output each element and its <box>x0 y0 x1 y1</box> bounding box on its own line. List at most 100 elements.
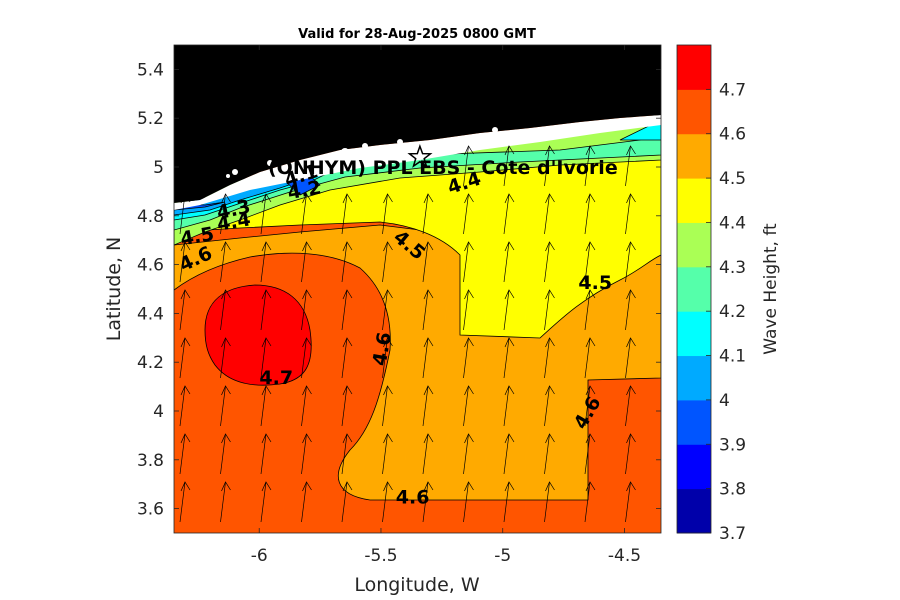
x-tick-label: -5.5 <box>364 546 397 566</box>
x-tick-label: -6 <box>251 546 268 566</box>
wave-arrow <box>341 385 348 427</box>
y-axis-label: Latitude, N <box>103 237 125 342</box>
wave-arrow <box>382 481 388 523</box>
colorbar-tick-label: 4.4 <box>719 213 746 233</box>
colorbar-band <box>677 133 711 179</box>
wave-arrow-head <box>342 481 353 492</box>
wave-arrow-head <box>383 337 393 348</box>
wave-arrow <box>220 385 226 427</box>
wave-arrow <box>260 193 267 235</box>
wave-arrow <box>463 481 469 523</box>
y-tick-label: 5.4 <box>137 60 164 80</box>
wave-arrow <box>422 481 429 523</box>
wave-arrow <box>503 481 510 523</box>
wave-arrow-head <box>504 289 515 300</box>
wave-arrow-head <box>464 337 474 348</box>
wave-arrow-head <box>383 241 393 252</box>
wave-arrow-head <box>585 289 596 300</box>
wave-arrow <box>584 241 591 283</box>
wave-arrow-head <box>261 433 272 444</box>
colorbar-tick-label: 4.5 <box>719 169 746 189</box>
wave-arrow-head <box>261 337 272 348</box>
wave-arrow <box>260 385 267 427</box>
wave-arrow-head <box>261 385 272 396</box>
wave-arrow-head <box>221 481 231 492</box>
wave-arrow <box>179 241 186 283</box>
wave-arrow <box>301 193 307 235</box>
wave-arrow <box>584 337 591 379</box>
wave-arrow-head <box>667 290 676 299</box>
coastline <box>174 115 661 210</box>
wave-arrow <box>666 482 671 522</box>
site-label: (ONHYM) PPL EBS - Cote d'Ivorie <box>268 157 618 179</box>
wave-arrow <box>260 241 267 283</box>
wave-arrow <box>544 481 550 523</box>
wave-arrow-head <box>585 385 596 396</box>
colorbar-tick-label: 3.7 <box>719 524 746 544</box>
colorbar-tick-label: 4 <box>719 391 730 411</box>
contour-label: 4.5 <box>578 272 612 294</box>
wave-arrow-head <box>302 193 312 204</box>
plot-frame <box>173 44 662 534</box>
wave-arrow <box>179 193 186 235</box>
colorbar-tick-label: 4.1 <box>719 347 746 367</box>
wave-arrow-head <box>261 241 272 252</box>
wave-arrow-head <box>626 289 636 300</box>
wave-arrow <box>503 289 510 331</box>
colorbar-band <box>677 444 711 490</box>
wave-arrow-head <box>383 289 393 300</box>
colorbar-band <box>677 266 711 312</box>
wave-arrow-head <box>626 385 636 396</box>
wave-arrow-head <box>302 481 312 492</box>
wave-arrow-head <box>383 481 393 492</box>
contour-label: 4.7 <box>259 367 293 389</box>
wave-arrow <box>463 385 469 427</box>
wave-arrow-head <box>423 289 434 300</box>
wave-arrow-head <box>585 145 596 156</box>
colorbar-band <box>677 311 711 357</box>
wave-arrow-head <box>221 337 231 348</box>
wave-arrow <box>179 337 186 379</box>
wave-arrow <box>625 241 631 283</box>
wave-arrow-head <box>626 193 636 204</box>
wave-arrow-head <box>180 433 191 444</box>
wave-arrow-head <box>302 385 312 396</box>
wave-arrow <box>463 337 469 379</box>
wave-arrow <box>179 289 186 331</box>
colorbar-band <box>677 222 711 268</box>
wave-arrow-head <box>423 193 434 204</box>
wave-arrow <box>220 193 226 235</box>
wave-arrow <box>422 385 429 427</box>
wave-arrow-head <box>261 193 272 204</box>
wave-arrow <box>179 481 186 523</box>
colorbar-frame <box>676 44 712 534</box>
wave-arrow <box>544 385 550 427</box>
wave-arrow-head <box>504 481 515 492</box>
wave-arrow <box>666 194 671 234</box>
wave-arrow <box>503 385 510 427</box>
wave-arrow-head <box>585 241 596 252</box>
wave-arrow <box>260 289 267 331</box>
wave-arrow <box>584 481 591 523</box>
wave-arrow <box>341 481 348 523</box>
wave-arrow-head <box>667 242 676 251</box>
wave-arrow-head <box>464 193 474 204</box>
wave-arrow <box>666 434 671 474</box>
x-axis-ticks: -6 -5.5 -5 -4.5 <box>251 45 641 566</box>
contour-label: 4.6 <box>396 487 430 509</box>
wave-arrow-head <box>342 337 353 348</box>
colorbar-label: Wave Height, ft <box>761 223 781 355</box>
wave-arrow <box>220 241 226 283</box>
wave-arrow-head <box>383 385 393 396</box>
wave-arrow <box>301 433 307 475</box>
wave-arrow <box>625 337 631 379</box>
wave-arrow <box>260 337 267 379</box>
wave-arrow <box>220 337 226 379</box>
wave-arrow-head <box>180 193 191 204</box>
colorbar-ticks: 3.7 3.8 3.9 4 4.1 4.2 4.3 4.4 4.5 4.6 4.7 <box>706 80 746 544</box>
y-tick-label: 4.6 <box>137 256 164 276</box>
wave-arrow <box>625 193 631 235</box>
colorbar-band <box>677 355 711 401</box>
wave-arrow <box>463 145 469 187</box>
